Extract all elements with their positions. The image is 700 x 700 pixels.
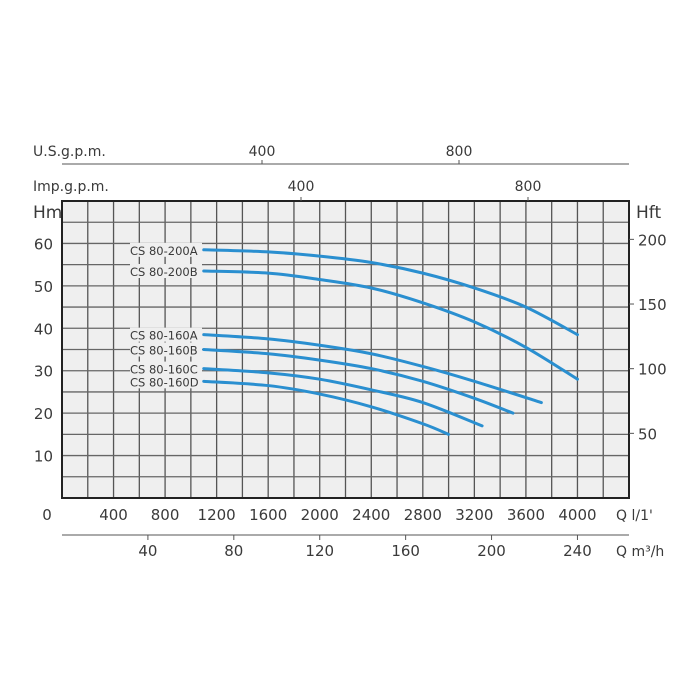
x-tick-label: 1600 [249,506,287,524]
series-label: CS 80-160C [130,363,198,377]
imp-gpm-tick: 400 [288,179,315,195]
x-tick-label: 2000 [301,506,339,524]
x-tick-label: 1200 [198,506,236,524]
series-label: CS 80-160D [130,375,199,389]
y-tick-label: 30 [34,363,53,381]
series-label: CS 80-160A [130,329,198,343]
x-tick-label: 0 [42,506,52,524]
x-tick-label: 4000 [558,506,596,524]
hft-tick-label: 200 [638,231,667,249]
m3h-tick-label: 160 [391,542,420,560]
series-label: CS 80-200A [130,244,198,258]
us-gpm-tick: 400 [249,144,276,160]
us-gpm-label: U.S.g.p.m. [33,144,106,160]
hft-tick-label: 150 [638,296,667,314]
x-tick-label: 2800 [404,506,442,524]
pump-curve-cs-80-160a [202,333,543,405]
q-m3h-label: Q m³/h [616,544,664,560]
hft-tick-label: 50 [638,425,657,443]
hm-axis-label: Hm [33,203,62,223]
pump-curve-cs-80-160b [202,348,515,415]
y-tick-label: 20 [34,405,53,423]
m3h-tick-label: 200 [477,542,506,560]
x-tick-label: 3600 [507,506,545,524]
q-lmin-label: Q l/1' [616,508,653,524]
x-tick-label: 800 [151,506,180,524]
pump-curve-cs-80-160d [202,379,451,436]
pump-curve-cs-80-200a [202,248,579,337]
y-axis-hft: Hft 50 100 150 200 [629,203,667,443]
series-label: CS 80-200B [130,265,198,279]
series-label: CS 80-160B [130,344,198,358]
y-axis-hm: Hm 10 20 30 40 50 60 [33,203,62,466]
pump-curve-cs-80-160c [202,367,484,428]
top-axes: U.S.g.p.m. 400 800 Imp.g.p.m. 400 800 [33,144,629,201]
x-axis-m3h: 40 80 120 160 200 240 Q m³/h [62,534,664,560]
y-tick-label: 50 [34,278,53,296]
m3h-tick-label: 240 [563,542,592,560]
m3h-tick-label: 80 [224,542,243,560]
x-tick-label: 400 [99,506,128,524]
m3h-tick-label: 40 [138,542,157,560]
pump-curve-cs-80-200b [202,269,579,381]
x-tick-label: 3200 [455,506,493,524]
series-curves [202,248,579,436]
y-tick-label: 60 [34,235,53,253]
x-tick-label: 2400 [352,506,390,524]
y-tick-label: 10 [34,448,53,466]
x-axis-lmin: 0 400 800 1200 1600 2000 2400 2800 3200 3600 4000 Q… [42,506,653,524]
y-tick-label: 40 [34,320,53,338]
imp-gpm-label: Imp.g.p.m. [33,179,109,195]
plot-frame [61,200,630,499]
hft-tick-label: 100 [638,361,667,379]
hft-axis-label: Hft [636,203,661,223]
m3h-tick-label: 120 [305,542,334,560]
us-gpm-tick: 800 [446,144,473,160]
imp-gpm-tick: 800 [515,179,542,195]
